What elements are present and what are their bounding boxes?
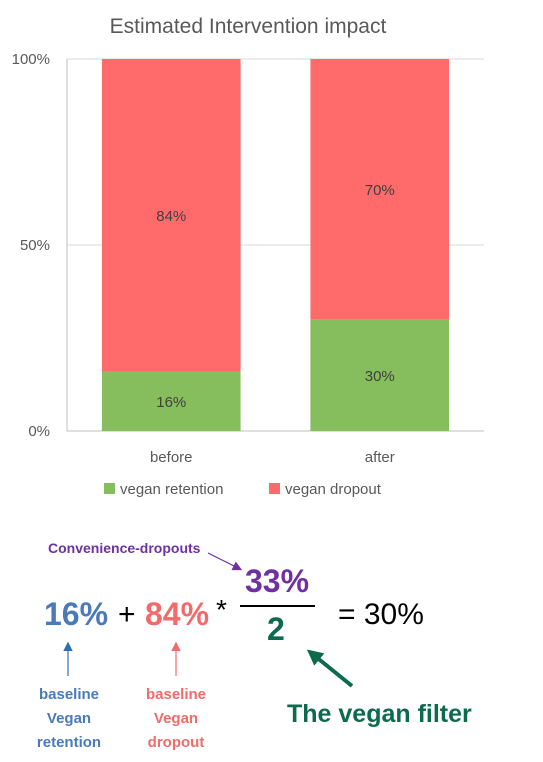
bar-segment bbox=[310, 319, 450, 431]
y-tick-label: 100% bbox=[12, 51, 50, 68]
convenience-arrow bbox=[207, 552, 243, 571]
x-tick-label: after bbox=[365, 449, 395, 466]
baseline-dropout-label: baseline Vegan dropout bbox=[145, 686, 207, 751]
fraction-denominator: 2 bbox=[267, 611, 285, 647]
retention-term: 16% bbox=[44, 596, 109, 632]
equals-result: = 30% bbox=[338, 598, 424, 631]
y-axis-tick-labels: 0% 50% 100% bbox=[12, 51, 50, 440]
multiply-sign: * bbox=[216, 594, 227, 625]
y-tick-label: 50% bbox=[20, 237, 50, 254]
x-axis-tick-labels: before after bbox=[150, 449, 395, 466]
vegan-filter-arrow bbox=[306, 649, 354, 688]
legend-label: vegan dropout bbox=[285, 481, 382, 498]
stacked-bar-chart: Estimated Intervention impact 16% 84% 30% 7… bbox=[12, 15, 484, 498]
chart-title: Estimated Intervention impact bbox=[110, 15, 387, 38]
convenience-dropouts-label: Convenience-dropouts bbox=[48, 540, 201, 556]
legend-swatch bbox=[269, 483, 280, 494]
y-tick-label: 0% bbox=[28, 423, 50, 440]
legend-swatch bbox=[104, 483, 115, 494]
dropout-term: 84% bbox=[145, 596, 210, 632]
data-label: 16% bbox=[156, 394, 186, 411]
plus-sign: + bbox=[118, 598, 136, 631]
fraction-numerator: 33% bbox=[245, 563, 310, 599]
bar-segment bbox=[310, 59, 450, 320]
legend: vegan retention vegan dropout bbox=[104, 481, 382, 498]
x-tick-label: before bbox=[150, 449, 193, 466]
data-label: 84% bbox=[156, 208, 186, 225]
legend-label: vegan retention bbox=[120, 481, 223, 498]
baseline-retention-label: baseline Vegan retention bbox=[36, 686, 102, 751]
data-label: 70% bbox=[365, 182, 395, 199]
bar-segment bbox=[101, 371, 241, 431]
bars: 16% 84% 30% 70% bbox=[101, 59, 450, 431]
data-label: 30% bbox=[365, 368, 395, 385]
bar-segment bbox=[101, 59, 241, 372]
vegan-filter-label: The vegan filter bbox=[287, 700, 472, 728]
